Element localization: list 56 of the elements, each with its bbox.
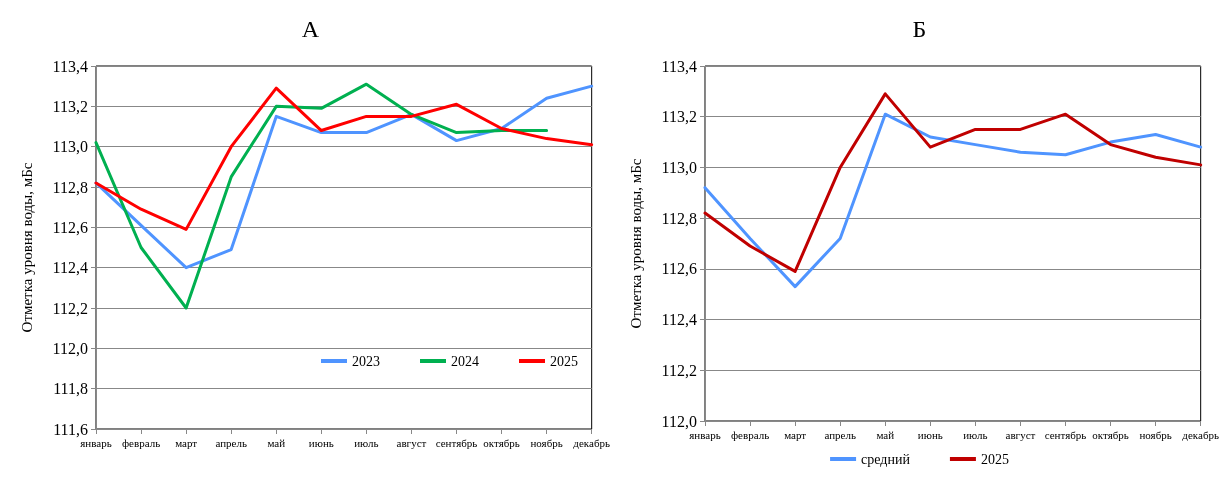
y-tick-label: 113,4 bbox=[661, 57, 697, 75]
line-series bbox=[703, 92, 1203, 273]
line-series bbox=[94, 84, 594, 270]
legend-label: 2025 bbox=[980, 451, 1009, 467]
x-tick-label: июль bbox=[354, 436, 379, 449]
x-tick-label: июль bbox=[963, 428, 988, 441]
y-axis-title: Отметка уровня воды, мБс bbox=[18, 162, 35, 333]
legend-label: 2025 bbox=[550, 353, 578, 369]
x-tick-label: декабрь bbox=[1182, 428, 1219, 441]
line-series bbox=[94, 82, 549, 310]
y-tick-label: 112,6 bbox=[52, 218, 88, 236]
x-tick-label: сентябрь bbox=[1044, 428, 1087, 441]
chart-title: А bbox=[301, 16, 320, 42]
x-tick-label: октябрь bbox=[483, 436, 520, 449]
y-tick-label: 112,2 bbox=[52, 299, 88, 317]
x-tick-label: октябрь bbox=[1092, 428, 1129, 441]
x-tick-label: февраль bbox=[121, 436, 161, 449]
y-tick-label: 113,0 bbox=[52, 138, 88, 156]
y-tick-label: 112,8 bbox=[52, 178, 88, 196]
line-series bbox=[703, 112, 1203, 289]
x-tick-label: декабрь bbox=[573, 436, 610, 449]
x-tick-label: сентябрь bbox=[435, 436, 478, 449]
y-tick-label: 113,0 bbox=[661, 158, 697, 176]
y-axis-title: Отметка уровня воды, мБс bbox=[627, 158, 644, 329]
y-tick-label: 112,0 bbox=[52, 339, 88, 357]
x-tick-label: апрель bbox=[215, 436, 247, 449]
x-tick-label: январь bbox=[689, 428, 721, 441]
y-tick-label: 112,4 bbox=[661, 311, 697, 329]
y-tick-label: 112,4 bbox=[52, 259, 88, 277]
line-series bbox=[94, 86, 594, 231]
y-tick-label: 112,0 bbox=[661, 412, 697, 430]
y-tick-label: 111,8 bbox=[53, 380, 88, 398]
x-tick-label: ноябрь bbox=[530, 436, 563, 449]
x-tick-label: ноябрь bbox=[1139, 428, 1172, 441]
x-tick-label: май bbox=[267, 436, 286, 449]
legend-label: 2023 bbox=[352, 353, 380, 369]
y-tick-label: 113,2 bbox=[52, 97, 88, 115]
y-tick-label: 111,6 bbox=[53, 420, 88, 438]
x-tick-label: май bbox=[876, 428, 895, 441]
y-tick-label: 113,2 bbox=[661, 108, 697, 126]
chart-title: Б bbox=[912, 16, 927, 42]
x-tick-label: март bbox=[175, 436, 198, 449]
x-tick-label: август bbox=[396, 436, 427, 449]
x-tick-label: июнь bbox=[917, 428, 943, 441]
y-tick-label: 112,6 bbox=[661, 260, 697, 278]
x-tick-label: январь bbox=[80, 436, 112, 449]
x-tick-label: июнь bbox=[308, 436, 334, 449]
legend-label: 2024 bbox=[451, 353, 479, 369]
x-tick-label: март bbox=[784, 428, 807, 441]
legend-label: средний bbox=[861, 451, 911, 467]
x-tick-label: август bbox=[1005, 428, 1036, 441]
y-tick-label: 112,2 bbox=[661, 361, 697, 379]
x-tick-label: апрель bbox=[824, 428, 856, 441]
y-tick-label: 112,8 bbox=[661, 209, 697, 227]
x-tick-label: февраль bbox=[730, 428, 770, 441]
y-tick-label: 113,4 bbox=[52, 57, 88, 75]
